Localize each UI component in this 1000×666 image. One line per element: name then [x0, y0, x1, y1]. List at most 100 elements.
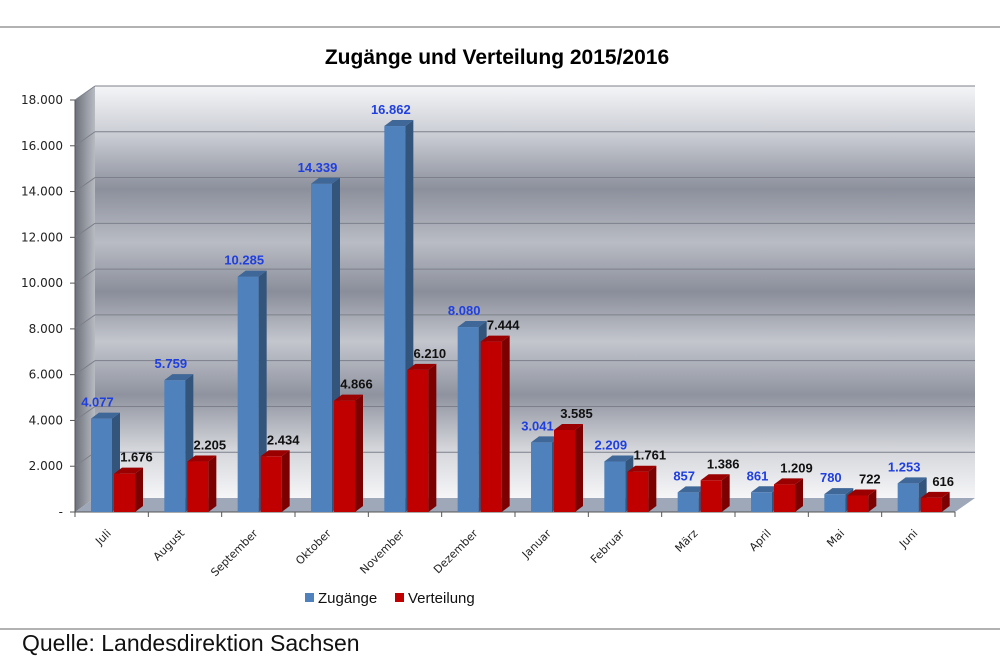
bar-verteilung-august: [187, 461, 209, 512]
x-tick-label: Oktober: [293, 527, 334, 568]
data-label: 1.253: [888, 459, 921, 474]
legend-swatch-verteilung: [395, 593, 404, 602]
bar-top: [774, 478, 803, 485]
legend-label: Zugänge: [318, 590, 377, 607]
bar-top: [554, 423, 583, 430]
bar-top: [334, 394, 363, 401]
x-tick-label: Juni: [896, 527, 920, 551]
gridline-side: [74, 131, 96, 147]
data-label: 5.759: [155, 356, 188, 371]
bar-verteilung-märz: [700, 480, 722, 512]
y-tick-label: 10.000: [21, 276, 63, 290]
data-label: 1.761: [634, 448, 667, 463]
gridline-side: [74, 268, 96, 284]
bar-top: [164, 374, 194, 381]
data-label: 3.041: [521, 418, 554, 433]
bar-top: [677, 486, 707, 493]
data-label: 2.434: [267, 432, 300, 447]
data-label: 8.080: [448, 303, 481, 318]
bar-side: [355, 394, 363, 512]
data-label: 857: [673, 468, 695, 483]
bar-verteilung-september: [260, 456, 282, 512]
data-label: 616: [932, 474, 954, 489]
bar-top: [384, 120, 414, 127]
bar-zugänge-januar: [531, 442, 552, 512]
bar-top: [114, 467, 143, 474]
y-tick-label: 8.000: [29, 322, 63, 336]
bar-side: [135, 467, 143, 512]
y-tick-label: 12.000: [21, 230, 63, 244]
bar-top: [260, 450, 290, 457]
x-tick-label: Dezember: [431, 527, 481, 577]
y-tick-label: 18.000: [21, 93, 63, 107]
chart-title: Zugänge und Verteilung 2015/2016: [325, 46, 669, 69]
legend-swatch-zugänge: [305, 593, 314, 602]
bar-top: [311, 177, 340, 184]
bar-zugänge-juni: [897, 483, 919, 512]
bar-top: [187, 455, 217, 462]
bar-top: [237, 270, 267, 277]
data-label: 16.862: [371, 102, 411, 117]
x-tick-label: November: [357, 527, 407, 577]
bar-side: [721, 474, 730, 512]
bar-top: [700, 474, 730, 481]
y-tick-label: 14.000: [21, 185, 63, 199]
bar-verteilung-februar: [627, 471, 649, 512]
bar-side: [428, 363, 437, 512]
bar-zugänge-april: [751, 492, 772, 512]
bar-side: [575, 423, 583, 512]
bar-top: [531, 436, 560, 443]
data-label: 780: [820, 470, 842, 485]
legend: Zugänge Verteilung: [305, 590, 475, 607]
data-label: 4.077: [81, 395, 114, 410]
bar-top: [457, 321, 487, 328]
gridline-side: [74, 360, 96, 376]
bar-zugänge-september: [237, 276, 259, 512]
x-tick-label: März: [673, 527, 701, 555]
data-label: 722: [859, 471, 881, 486]
x-tick-label: Januar: [519, 527, 554, 562]
bar-top: [920, 491, 950, 498]
bar-zugänge-mai: [824, 494, 846, 512]
bar-top: [480, 335, 510, 342]
bar-top: [604, 455, 634, 462]
x-tick-label: September: [208, 527, 261, 580]
y-tick-label: 16.000: [21, 139, 63, 153]
bar-zugänge-februar: [604, 461, 626, 512]
gridline-side: [74, 222, 96, 238]
bar-side: [795, 478, 803, 512]
y-tick-label: 6.000: [29, 368, 63, 382]
x-tick-label: August: [151, 526, 188, 563]
data-label: 10.285: [224, 253, 264, 268]
data-label: 14.339: [298, 160, 338, 175]
bar-zugänge-august: [164, 380, 186, 512]
data-label: 1.386: [707, 456, 740, 471]
gridline-side: [74, 177, 96, 192]
y-tick-label: -: [59, 505, 63, 519]
bar-verteilung-juni: [920, 497, 942, 512]
bar-side: [208, 455, 217, 512]
y-tick-label: 4.000: [29, 413, 63, 427]
gridline-side: [74, 85, 96, 101]
bar-zugänge-november: [384, 126, 406, 513]
bar-top: [91, 412, 120, 419]
gridline-side: [74, 314, 96, 330]
bar-verteilung-november: [407, 369, 429, 512]
bar-top: [751, 486, 780, 493]
floor: [75, 498, 975, 512]
bar-top: [627, 465, 657, 472]
bar-verteilung-april: [774, 484, 795, 512]
bar-top: [847, 489, 877, 496]
bar-verteilung-mai: [847, 495, 869, 512]
bar-zugänge-oktober: [311, 183, 332, 513]
bar-side: [501, 335, 510, 512]
source-note: Quelle: Landesdirektion Sachsen: [22, 630, 360, 656]
legend-label: Verteilung: [408, 590, 475, 607]
bar-verteilung-oktober: [334, 400, 355, 512]
y-tick-label: 2.000: [29, 459, 63, 473]
data-label: 861: [747, 468, 769, 483]
gridline-side: [74, 406, 96, 421]
bar-top: [824, 488, 854, 495]
data-label: 3.585: [560, 406, 593, 421]
